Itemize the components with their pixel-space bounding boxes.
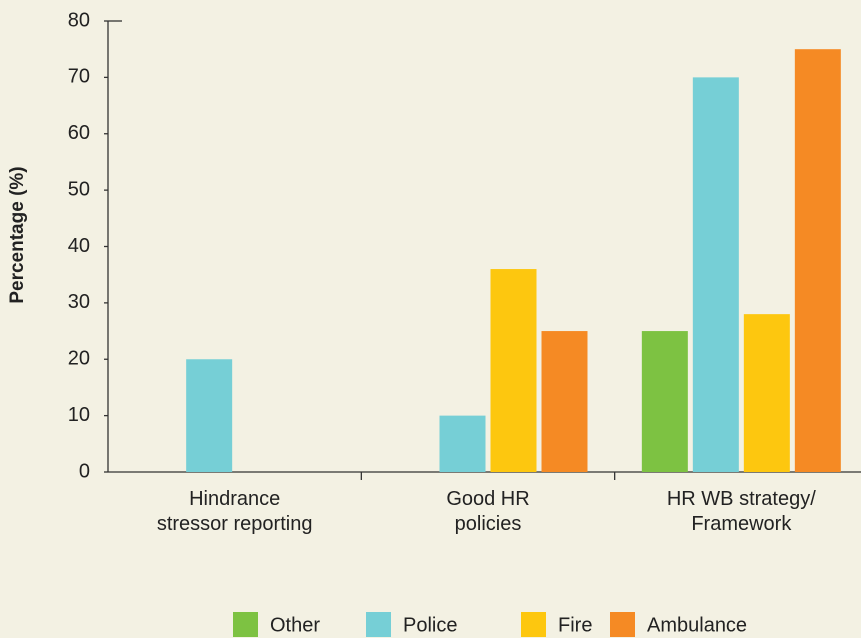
y-axis-label: Percentage (%) <box>7 166 28 303</box>
legend-label: Other <box>270 614 320 636</box>
y-tick-label: 10 <box>68 404 90 426</box>
x-tick-label: HR WB strategy/Framework <box>667 488 816 535</box>
x-tick-label-line: Framework <box>691 513 792 535</box>
bar <box>794 49 841 472</box>
x-tick-label-line: stressor reporting <box>157 513 313 535</box>
x-tick-label: Good HR policies <box>446 488 529 535</box>
y-tick-label: 50 <box>68 178 90 200</box>
legend-swatch <box>233 612 258 637</box>
x-tick-label-line: policies <box>455 513 522 535</box>
x-tick-label-line: Hindrance <box>189 488 280 510</box>
bar <box>692 77 739 472</box>
y-tick-label: 20 <box>68 348 90 370</box>
y-tick-label: 70 <box>68 66 90 88</box>
legend-label: Police <box>403 614 457 636</box>
bar <box>743 314 790 472</box>
bar <box>439 415 486 472</box>
legend-label: Ambulance <box>647 614 747 636</box>
legend-swatch <box>366 612 391 637</box>
y-tick-label: 30 <box>68 291 90 313</box>
legend-swatch <box>521 612 546 637</box>
x-tick-label-line: HR WB strategy/ <box>667 488 816 510</box>
x-tick-label-line: Good HR <box>446 488 529 510</box>
bar <box>641 331 688 472</box>
y-tick-label: 0 <box>79 460 90 482</box>
y-tick-label: 60 <box>68 122 90 144</box>
bar <box>490 269 537 472</box>
legend-label: Fire <box>558 614 592 636</box>
legend-swatch <box>610 612 635 637</box>
y-tick-label: 40 <box>68 235 90 257</box>
bar <box>541 331 588 472</box>
bar <box>186 359 233 472</box>
x-tick-label: Hindrance stressor reporting <box>157 488 313 535</box>
y-tick-label: 80 <box>68 9 90 31</box>
